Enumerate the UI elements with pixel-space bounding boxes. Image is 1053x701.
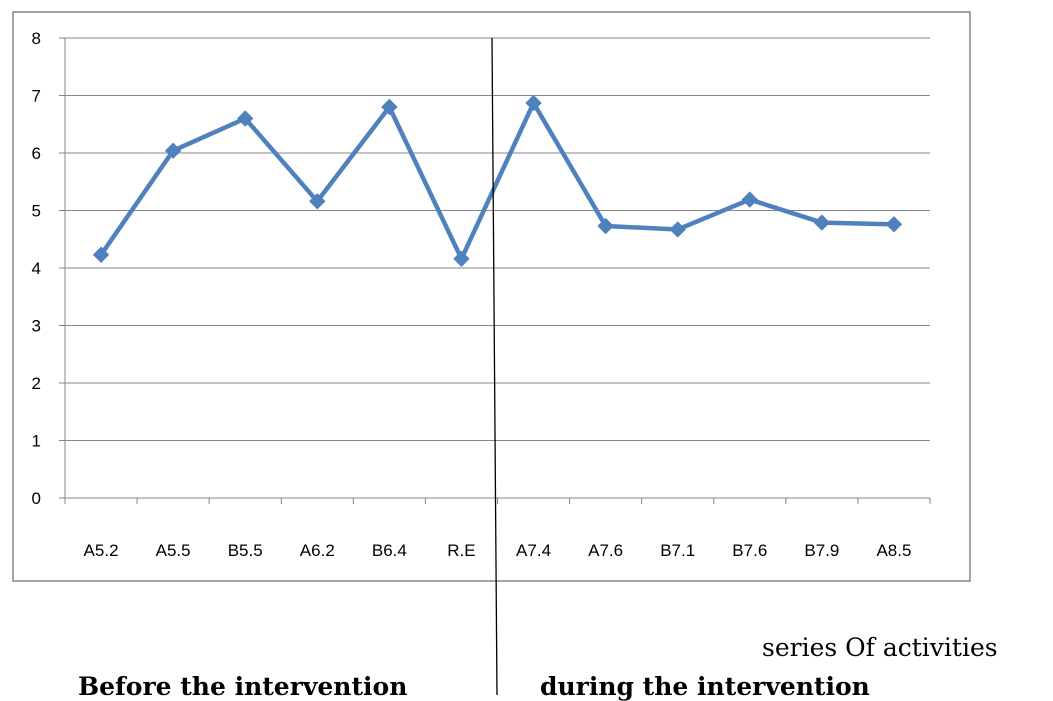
- data-point-marker: [525, 94, 542, 112]
- during-intervention-label: during the intervention: [540, 672, 870, 701]
- series-line: [98, 100, 897, 262]
- x-tick-label: A8.5: [876, 541, 911, 560]
- x-tick-label: B7.1: [660, 541, 695, 560]
- x-tick-label: A5.5: [156, 541, 191, 560]
- x-tick-label: B7.6: [732, 541, 767, 560]
- intervention-divider: [491, 37, 498, 695]
- x-axis-label: series Of activities: [762, 633, 998, 662]
- x-tick-label: B5.5: [228, 541, 263, 560]
- data-point-marker: [237, 110, 254, 127]
- data-point-marker: [453, 250, 470, 268]
- x-tick-label: A7.6: [588, 541, 623, 560]
- y-tick-label: 6: [32, 144, 41, 163]
- x-tick-label: B6.4: [372, 541, 407, 560]
- y-tick-label: 1: [32, 432, 41, 451]
- x-tick-labels: A5.2 A5.5 B5.5 A6.2 B6.4 R.E A7.4 A7.6 B7.1 B7.6 B…: [84, 541, 912, 560]
- y-tick-label: 7: [32, 87, 41, 106]
- series-layer: [92, 94, 903, 268]
- data-point-marker: [381, 98, 398, 116]
- y-tick-label: 5: [32, 202, 41, 221]
- chart-frame: [12, 11, 971, 582]
- x-tick-label: A5.2: [84, 541, 119, 560]
- data-point-marker: [669, 221, 686, 238]
- data-point-marker: [813, 214, 831, 231]
- before-intervention-label: Before the intervention: [78, 672, 408, 701]
- data-point-marker: [885, 216, 903, 233]
- data-point-marker: [164, 142, 182, 159]
- data-point-marker: [597, 217, 614, 235]
- y-tick-label: 0: [32, 489, 41, 508]
- y-tick-label: 2: [32, 374, 41, 393]
- y-tick-label: 3: [32, 317, 41, 336]
- data-point-marker: [92, 246, 110, 263]
- data-point-marker: [741, 191, 758, 208]
- axes: [59, 37, 931, 504]
- x-tick-label: A6.2: [300, 541, 335, 560]
- x-tick-label: A7.4: [516, 541, 551, 560]
- y-tick-labels: 0 1 2 3 4 5 6 7 8: [32, 29, 41, 508]
- data-point-marker: [309, 193, 326, 210]
- x-tick-label: B7.9: [804, 541, 839, 560]
- gridlines: [65, 37, 930, 441]
- y-tick-label: 8: [32, 29, 41, 48]
- x-tick-label: R.E: [447, 541, 475, 560]
- y-tick-label: 4: [32, 259, 41, 278]
